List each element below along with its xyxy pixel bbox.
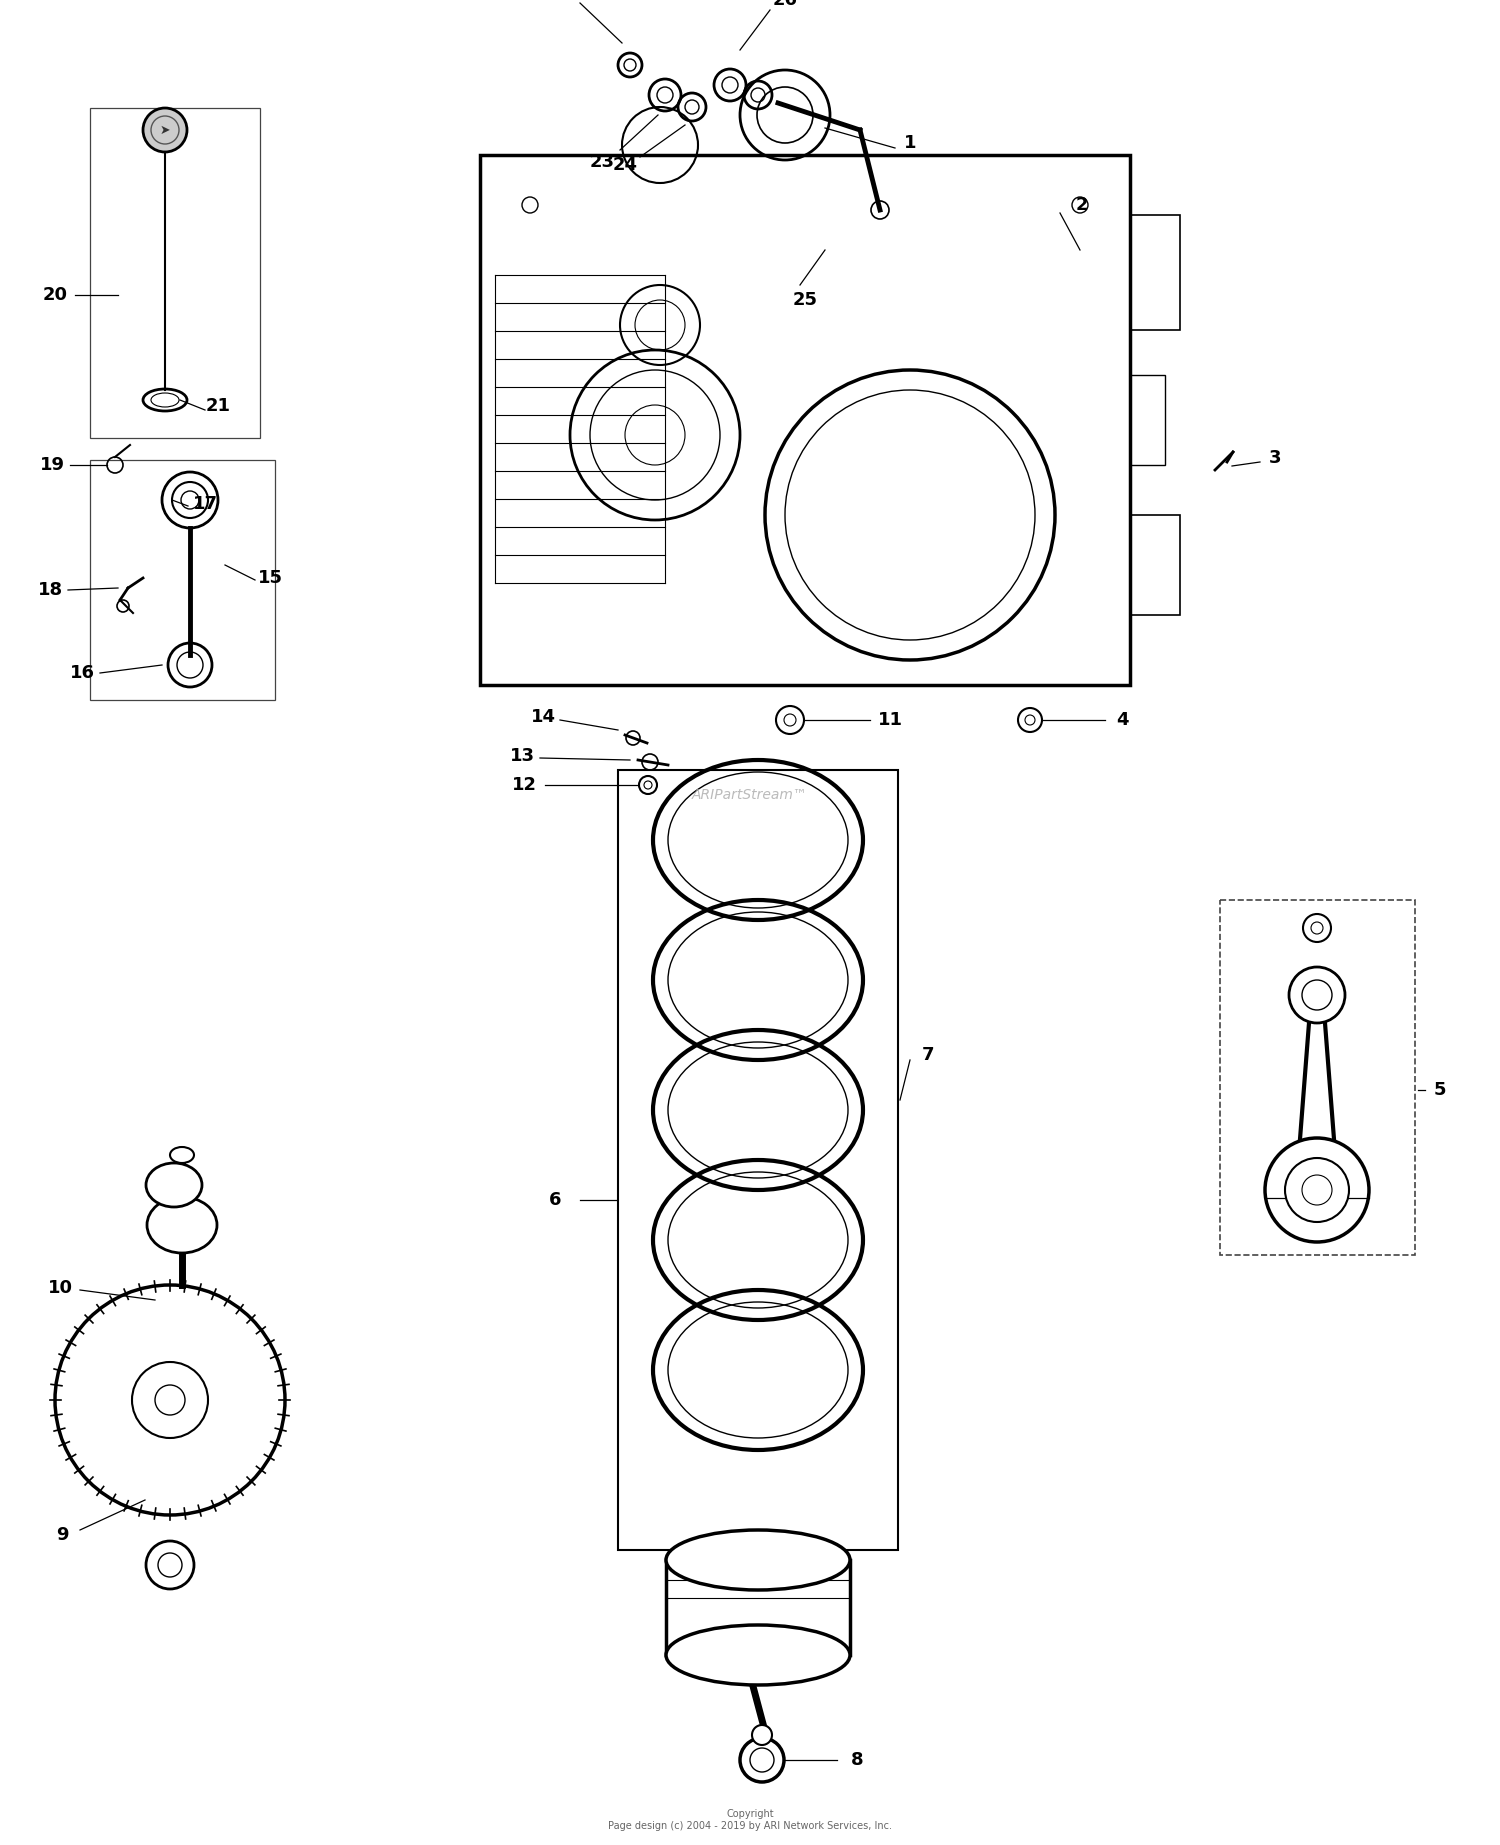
Circle shape [752, 1725, 772, 1745]
Text: 20: 20 [42, 286, 68, 304]
Text: 4: 4 [1116, 710, 1128, 729]
Bar [90, 109, 260, 437]
Text: 23: 23 [590, 153, 615, 172]
Ellipse shape [170, 1148, 194, 1162]
Text: 19: 19 [39, 456, 64, 474]
Text: 26: 26 [772, 0, 798, 9]
Circle shape [1264, 1138, 1370, 1242]
Bar [1130, 216, 1180, 330]
Bar [666, 1561, 850, 1655]
Text: 2: 2 [1076, 196, 1088, 214]
Text: 14: 14 [531, 708, 555, 725]
Text: 25: 25 [792, 292, 818, 308]
Text: 8: 8 [850, 1751, 864, 1769]
Text: 1: 1 [903, 135, 916, 151]
Text: 10: 10 [48, 1279, 72, 1297]
Ellipse shape [666, 1625, 850, 1684]
Bar [1130, 375, 1166, 465]
Text: 12: 12 [512, 777, 537, 793]
Ellipse shape [666, 1530, 850, 1590]
Bar [480, 155, 1130, 684]
Circle shape [142, 109, 188, 151]
Ellipse shape [146, 1162, 202, 1207]
Text: 6: 6 [549, 1192, 561, 1208]
Text: 5: 5 [1434, 1081, 1446, 1100]
Text: Copyright
Page design (c) 2004 - 2019 by ARI Network Services, Inc.: Copyright Page design (c) 2004 - 2019 by… [608, 1810, 892, 1830]
Text: 24: 24 [612, 157, 638, 173]
Text: 7: 7 [921, 1046, 934, 1065]
Text: ➤: ➤ [159, 124, 170, 137]
Text: 17: 17 [192, 494, 217, 513]
Text: ARIPartStream™: ARIPartStream™ [692, 788, 808, 803]
Text: 16: 16 [69, 664, 94, 683]
Ellipse shape [147, 1197, 218, 1253]
Text: 13: 13 [510, 747, 534, 766]
Bar [1130, 515, 1180, 614]
Bar [90, 459, 274, 699]
Text: 3: 3 [1269, 448, 1281, 467]
Text: 22: 22 [552, 0, 578, 2]
Bar [1220, 900, 1414, 1255]
Text: 15: 15 [258, 568, 282, 587]
Circle shape [1286, 1159, 1348, 1221]
Bar [618, 769, 898, 1550]
Text: 9: 9 [56, 1526, 69, 1544]
Text: 11: 11 [878, 710, 903, 729]
Text: 21: 21 [206, 397, 231, 415]
Text: 18: 18 [38, 581, 63, 600]
